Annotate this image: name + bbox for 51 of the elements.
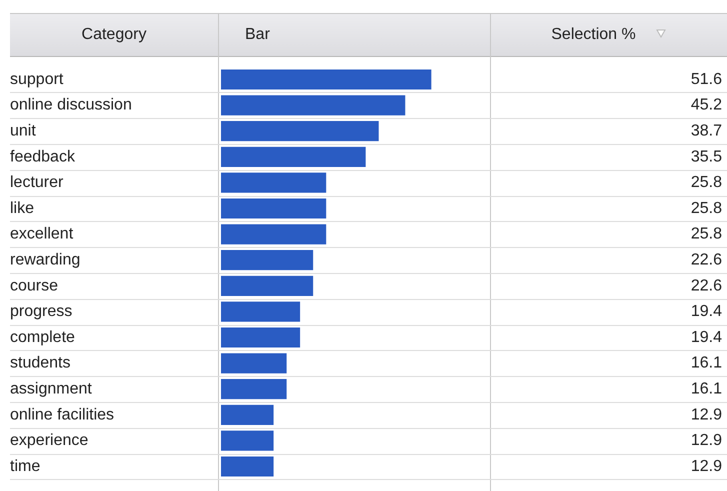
data-label: 51.6 [690, 70, 722, 88]
x-axis-title: Bar [245, 25, 270, 45]
data-label: 19.4 [690, 328, 722, 346]
bar [221, 302, 300, 322]
y-tick-label: like [10, 200, 34, 217]
y-tick-label: online discussion [10, 96, 132, 114]
y-tick-label: course [10, 277, 58, 294]
bar [221, 353, 287, 374]
bar [221, 250, 314, 270]
text: Selection % [550, 25, 637, 45]
data-label: 12.9 [690, 406, 722, 424]
data-label: 35.5 [690, 148, 722, 166]
y-tick-label: experience [10, 432, 88, 450]
y-tick-label: feedback [10, 148, 76, 166]
y-tick-label: lecturer [10, 174, 64, 192]
bar [221, 198, 326, 219]
data-label: 16.1 [690, 380, 722, 398]
data-label: 22.6 [690, 252, 722, 269]
y-tick-label: assignment [10, 380, 92, 398]
bar [221, 404, 274, 425]
data-label: 22.6 [690, 277, 722, 294]
data-label: 45.2 [690, 96, 722, 114]
bar [221, 224, 326, 244]
bar [221, 327, 300, 348]
bar [221, 456, 274, 477]
y-tick-label: time [10, 458, 40, 475]
bar [221, 172, 326, 193]
y-tick-label: students [10, 354, 70, 372]
bar [221, 95, 406, 116]
data-label: 38.7 [690, 122, 722, 140]
bar [221, 146, 366, 167]
y-tick-label: rewarding [10, 252, 80, 269]
y-tick-label: complete [10, 328, 76, 346]
data-label: 16.1 [690, 354, 722, 372]
y-tick-label: progress [10, 303, 72, 320]
data-label: 12.9 [690, 458, 722, 475]
bar [221, 121, 379, 142]
y-tick-label: support [10, 70, 64, 88]
bar [221, 69, 432, 90]
bar [221, 276, 314, 296]
bar [221, 379, 287, 400]
y-axis-title: Category [80, 25, 148, 45]
data-label: 19.4 [690, 303, 722, 320]
bar [221, 430, 274, 451]
y-tick-label: online facilities [10, 406, 114, 424]
data-label: 25.8 [690, 200, 722, 217]
y-tick-label: unit [10, 122, 36, 140]
data-label: 25.8 [690, 226, 722, 243]
data-label: 25.8 [690, 174, 722, 192]
y-tick-label: excellent [10, 226, 74, 243]
data-label: 12.9 [690, 432, 722, 450]
